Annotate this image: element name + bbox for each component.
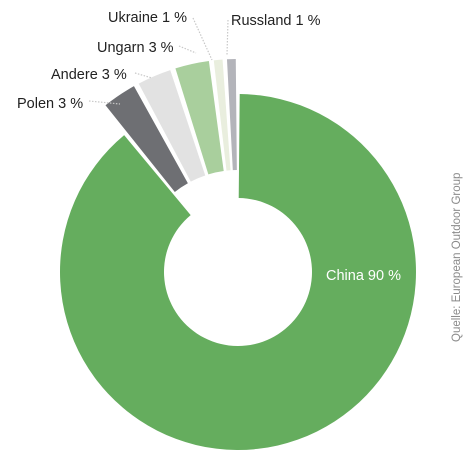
source-note: Quelle: European Outdoor Group xyxy=(451,173,463,342)
donut-slices xyxy=(59,59,416,451)
leader-line-ukraine xyxy=(192,17,213,61)
leader-line-polen xyxy=(88,100,121,105)
label-polen: Polen 3 % xyxy=(17,96,83,112)
label-russland: Russland 1 % xyxy=(231,13,321,29)
label-ungarn: Ungarn 3 % xyxy=(97,40,174,56)
slice-russland xyxy=(226,59,237,171)
leader-line-russland xyxy=(226,19,229,56)
slice-labels: China 90 % Polen 3 % Andere 3 % Ungarn 3… xyxy=(17,10,401,284)
label-ukraine: Ukraine 1 % xyxy=(108,10,187,26)
leader-line-ungarn xyxy=(178,45,197,54)
label-andere: Andere 3 % xyxy=(51,67,127,83)
slice-andere xyxy=(138,70,206,182)
label-china: China 90 % xyxy=(326,268,401,284)
slice-polen xyxy=(105,86,188,192)
leader-line-andere xyxy=(134,72,153,79)
slice-china xyxy=(59,94,416,451)
slice-ungarn xyxy=(175,61,224,175)
leader-lines xyxy=(88,17,229,105)
slice-ukraine xyxy=(213,59,231,171)
